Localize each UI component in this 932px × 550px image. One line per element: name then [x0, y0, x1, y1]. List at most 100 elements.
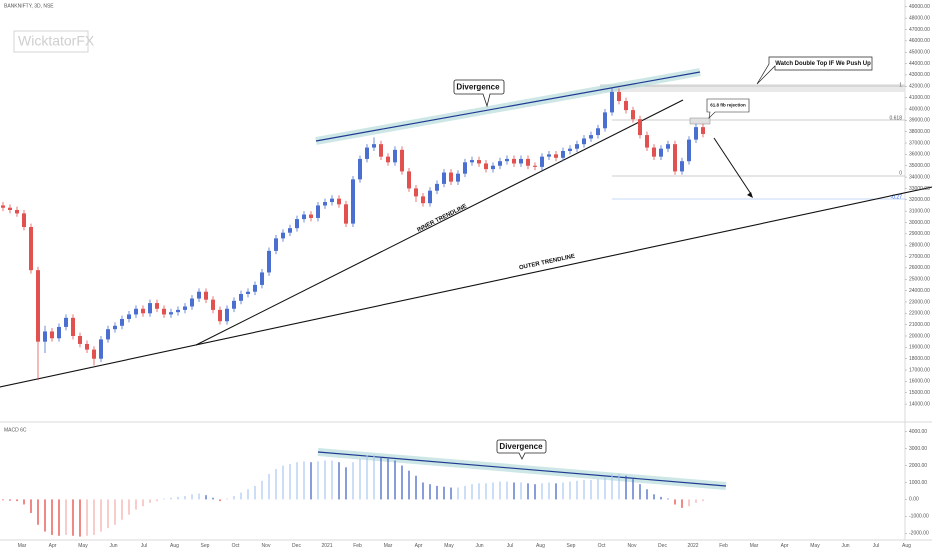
macd-bar [310, 462, 312, 500]
candle-body [183, 306, 187, 310]
candle-body [260, 272, 264, 285]
y-tick-label: 16000.00 [909, 379, 930, 385]
candle-body [491, 165, 495, 170]
macd-bar [527, 483, 529, 500]
symbol-title: BANKNIFTY, 3D, NSE [4, 3, 54, 9]
y-tick-label: 47000.00 [909, 27, 930, 33]
candle-body [99, 339, 103, 359]
macd-bar [289, 463, 291, 500]
macd-bar [436, 485, 438, 500]
candle-body [393, 149, 397, 163]
candle-body [302, 214, 306, 220]
macd-bar [548, 482, 550, 500]
candle-body [316, 205, 320, 218]
macd-bar [275, 468, 277, 500]
candle-body [442, 172, 446, 184]
y-tick-label: 19000.00 [909, 345, 930, 351]
candle-body [701, 127, 705, 134]
candle-body [176, 309, 180, 313]
candle-body [365, 147, 369, 159]
candle-body [71, 317, 75, 336]
macd-bar [163, 498, 165, 500]
candle-body [512, 158, 516, 164]
rejection-zone [689, 117, 711, 125]
fib-label: 0 [899, 170, 902, 176]
macd-bar [457, 487, 459, 500]
candle-body [680, 161, 684, 172]
y-tick-label: 35000.00 [909, 163, 930, 169]
candle-body [162, 308, 166, 315]
candle-body [281, 232, 285, 239]
y-tick-label: 44000.00 [909, 61, 930, 67]
macd-bar [653, 494, 655, 500]
candle-body [253, 284, 257, 292]
macd-bar [177, 496, 179, 500]
macd-bar [352, 462, 354, 500]
y-tick-label: 29000.00 [909, 231, 930, 237]
y-tick-label: 27000.00 [909, 254, 930, 260]
candle-body [169, 312, 173, 315]
y-tick-label: 15000.00 [909, 390, 930, 396]
candle-body [505, 158, 509, 162]
macd-bar [625, 475, 627, 500]
watermark-box [13, 30, 89, 53]
y-tick-label: 46000.00 [909, 38, 930, 44]
candle-body [519, 158, 523, 164]
candle-body [407, 171, 411, 189]
candle-body [288, 228, 292, 233]
candle-body [127, 314, 131, 319]
x-tick-label: Mar [384, 543, 393, 549]
candle-body [666, 144, 670, 149]
macd-bar [646, 489, 648, 500]
callout-text: Divergence [499, 442, 543, 451]
candle-body [526, 158, 530, 166]
candle-body [1, 205, 5, 208]
macd-bar [345, 467, 347, 500]
arrow-head [747, 192, 753, 198]
y-tick-label: 36000.00 [909, 152, 930, 158]
macd-bar [380, 457, 382, 500]
y-tick-label: 45000.00 [909, 50, 930, 56]
double-top-zone [600, 84, 905, 92]
x-tick-label: Apr [415, 543, 423, 549]
x-tick-label: Nov [628, 543, 637, 549]
candle-body [554, 154, 558, 158]
candle-body [638, 119, 642, 136]
macd-bar [331, 460, 333, 500]
x-tick-label: Mar [18, 543, 27, 549]
inner-trendline [195, 99, 684, 346]
macd-bar [282, 465, 284, 500]
macd-bar [317, 461, 319, 500]
x-tick-label: 2022 [687, 543, 698, 549]
candle-body [15, 210, 19, 214]
y-tick-label: 39000.00 [909, 118, 930, 124]
macd-bar [401, 465, 403, 500]
callout-text: Divergence [456, 83, 500, 92]
macd-bar [492, 482, 494, 500]
macd-bar [226, 498, 228, 500]
y-tick-label: 31000.00 [909, 208, 930, 214]
x-tick-label: Oct [232, 543, 240, 549]
candle-body [274, 238, 278, 251]
y-tick-label: 28000.00 [909, 243, 930, 249]
candle-body [421, 196, 425, 204]
x-tick-label: Jul [141, 543, 147, 549]
x-tick-label: Aug [536, 543, 545, 549]
y-tick-label: 30000.00 [909, 220, 930, 226]
macd-bar [86, 499, 88, 536]
callout-text: Watch Double Top IF We Push Up [775, 61, 871, 67]
macd-bar [233, 496, 235, 500]
macd-tick-label: 1000.00 [909, 480, 927, 486]
macd-bar [135, 499, 137, 510]
macd-bar [191, 494, 193, 500]
watermark: WicktatorFX [18, 33, 95, 49]
candle-body [575, 144, 579, 149]
candle-body [197, 291, 201, 299]
macd-bar [240, 492, 242, 500]
macd-bar [639, 484, 641, 500]
macd-bar [65, 499, 67, 535]
candle-body [449, 172, 453, 182]
macd-bar [667, 498, 669, 500]
divergence-line [317, 451, 727, 487]
